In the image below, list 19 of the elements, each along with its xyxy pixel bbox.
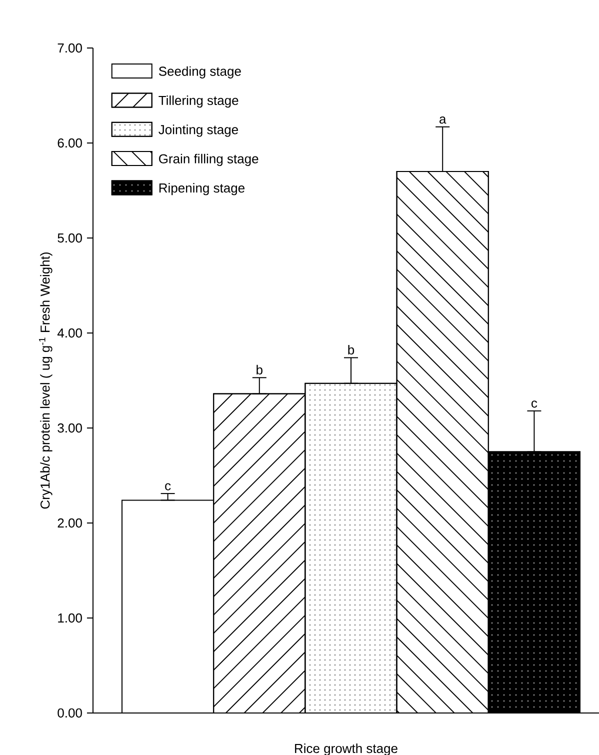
legend-label: Ripening stage (159, 183, 244, 196)
annotation: c (165, 483, 171, 490)
y-tick-label: 5.00 (58, 233, 82, 243)
legend-label: Grain filling stage (159, 154, 258, 166)
y-tick-label: 1.00 (58, 613, 82, 623)
y-tick-label: 7.00 (58, 43, 82, 53)
annotation: c (531, 400, 538, 408)
y-tick-label: 6.00 (58, 138, 82, 148)
annotation: b (348, 344, 354, 354)
annotation: a (440, 116, 446, 124)
legend-label: Seeding stage (158, 66, 241, 78)
y-axis-title: Cry1Ab/c protein level ( ug g$^{-1}$ Fresh Weight) (38, 252, 52, 509)
y-tick-label: 0.00 (58, 708, 82, 718)
legend-label: Jointing stage (158, 124, 238, 137)
y-tick-label: 3.00 (58, 423, 82, 433)
y-tick-label: 2.00 (58, 518, 82, 528)
legend-label: Tillering stage (158, 96, 238, 108)
y-tick-label: 4.00 (57, 328, 82, 338)
annotation: b (256, 364, 262, 374)
